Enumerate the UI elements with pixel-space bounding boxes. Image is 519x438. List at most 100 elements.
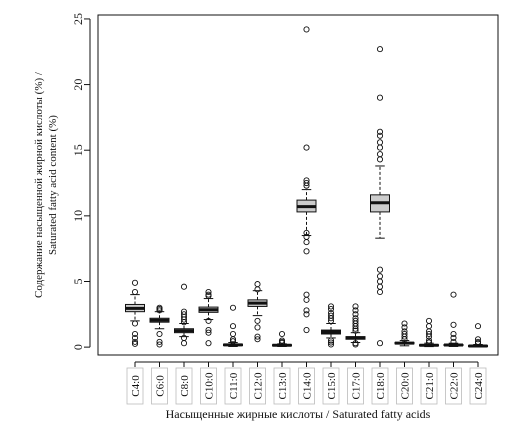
outlier-point (180, 340, 188, 347)
outlier-point (156, 338, 163, 345)
y-tick-label: 10 (71, 210, 85, 222)
y-axis: 0 5 10 15 20 25 (71, 13, 91, 350)
outlier-point (131, 279, 139, 286)
outlier-point (376, 151, 384, 158)
outlier-point (229, 323, 237, 330)
outlier-point (450, 291, 457, 298)
x-tick-label-frame (224, 367, 242, 405)
boxes-layer (125, 26, 488, 348)
outlier-point (205, 327, 212, 334)
outlier-point (303, 182, 310, 189)
outlier-point (303, 239, 310, 246)
y-axis-label-line1: Содержание насыщенной жирной кислоты (%)… (33, 71, 45, 298)
x-tick-label-frame (298, 367, 315, 405)
outlier-point (425, 317, 433, 324)
outlier-point (450, 334, 457, 341)
outlier-point (352, 323, 359, 330)
outlier-point (425, 339, 433, 346)
outlier-point (180, 316, 188, 323)
outlier-point (376, 128, 384, 135)
outlier-point (156, 330, 163, 338)
x-tick-label: C24:0 (473, 372, 485, 399)
outlier-point (474, 340, 482, 347)
box-C11-0 (223, 304, 243, 347)
outlier-point (303, 327, 310, 334)
box-C12-0 (247, 281, 268, 343)
outlier-point (401, 324, 408, 331)
outlier-point (376, 288, 384, 296)
box-C4-0 (125, 279, 145, 347)
x-tick-label-frame (151, 367, 168, 405)
outlier-point (205, 317, 212, 324)
outlier-point (474, 336, 482, 343)
outlier-point (425, 323, 433, 330)
outlier-point (376, 144, 384, 151)
outlier-point (352, 327, 359, 334)
x-tick-label: C12:0 (253, 372, 265, 399)
outlier-point (327, 337, 335, 344)
y-axis-label-line2: Saturated fatty acid content (%) (47, 115, 59, 255)
outlier-point (401, 336, 408, 343)
x-axis-label: Насыщенные жирные кислоты / Saturated fa… (166, 407, 431, 421)
x-tick-label-frame (396, 367, 413, 405)
outlier-point (450, 321, 457, 328)
outlier-point (303, 307, 310, 314)
outlier-point (254, 336, 261, 343)
box-C10-0 (198, 288, 219, 347)
outlier-point (205, 292, 212, 299)
outlier-point (376, 340, 384, 347)
outlier-point (278, 339, 286, 346)
y-tick-label: 0 (71, 344, 85, 350)
outlier-point (352, 307, 359, 314)
box-C24-0 (468, 323, 488, 348)
outlier-point (131, 320, 139, 327)
outlier-point (180, 319, 188, 326)
outlier-point (303, 233, 310, 240)
outlier-point (376, 156, 384, 163)
outlier-point (327, 315, 335, 322)
outlier-point (180, 283, 188, 290)
outlier-point (327, 341, 335, 348)
x-tick-label-frame (126, 367, 144, 405)
outlier-point (254, 286, 261, 293)
outlier-point (205, 340, 212, 347)
x-tick-label: C17:0 (351, 372, 363, 399)
box-C18-0 (370, 46, 390, 347)
x-tick-label: C18:0 (375, 372, 387, 399)
x-axis: C4:0 C6:0 C8:0 C10:0 C11:0 C12:0 C13:0 C14:0 C15… (126, 361, 487, 405)
outlier-point (278, 330, 286, 338)
outlier-point (131, 334, 139, 341)
outlier-point (327, 306, 335, 313)
box-C21-0 (419, 317, 439, 348)
outlier-point (376, 283, 384, 290)
x-tick-label: C15:0 (326, 372, 338, 399)
box-C8-0 (174, 283, 194, 347)
outlier-point (229, 338, 237, 345)
outlier-point (352, 325, 359, 332)
outlier-point (327, 339, 335, 346)
outlier-point (376, 132, 384, 139)
x-tick-label: C6:0 (155, 375, 167, 397)
outlier-point (254, 281, 261, 288)
box-C6-0 (149, 304, 170, 348)
x-tick-label: C21:0 (424, 372, 436, 399)
outlier-point (131, 338, 139, 345)
y-tick-label: 20 (71, 79, 85, 91)
outlier-point (131, 340, 139, 347)
x-tick-label-frame (347, 367, 364, 405)
box-C15-0 (321, 303, 341, 348)
outlier-point (376, 46, 384, 53)
outlier-point (303, 296, 310, 303)
outlier-point (327, 303, 335, 310)
outlier-point (474, 323, 482, 330)
outlier-point (180, 334, 188, 341)
outlier-point (254, 324, 261, 331)
x-tick-label-frame (371, 367, 389, 405)
outlier-point (131, 330, 139, 338)
x-tick-label: C14:0 (302, 372, 314, 399)
x-tick-label: C4:0 (130, 375, 142, 397)
x-tick-label: C8:0 (179, 375, 191, 397)
outlier-point (303, 291, 310, 298)
x-tick-label: C10:0 (204, 372, 216, 399)
outlier-point (376, 273, 384, 280)
